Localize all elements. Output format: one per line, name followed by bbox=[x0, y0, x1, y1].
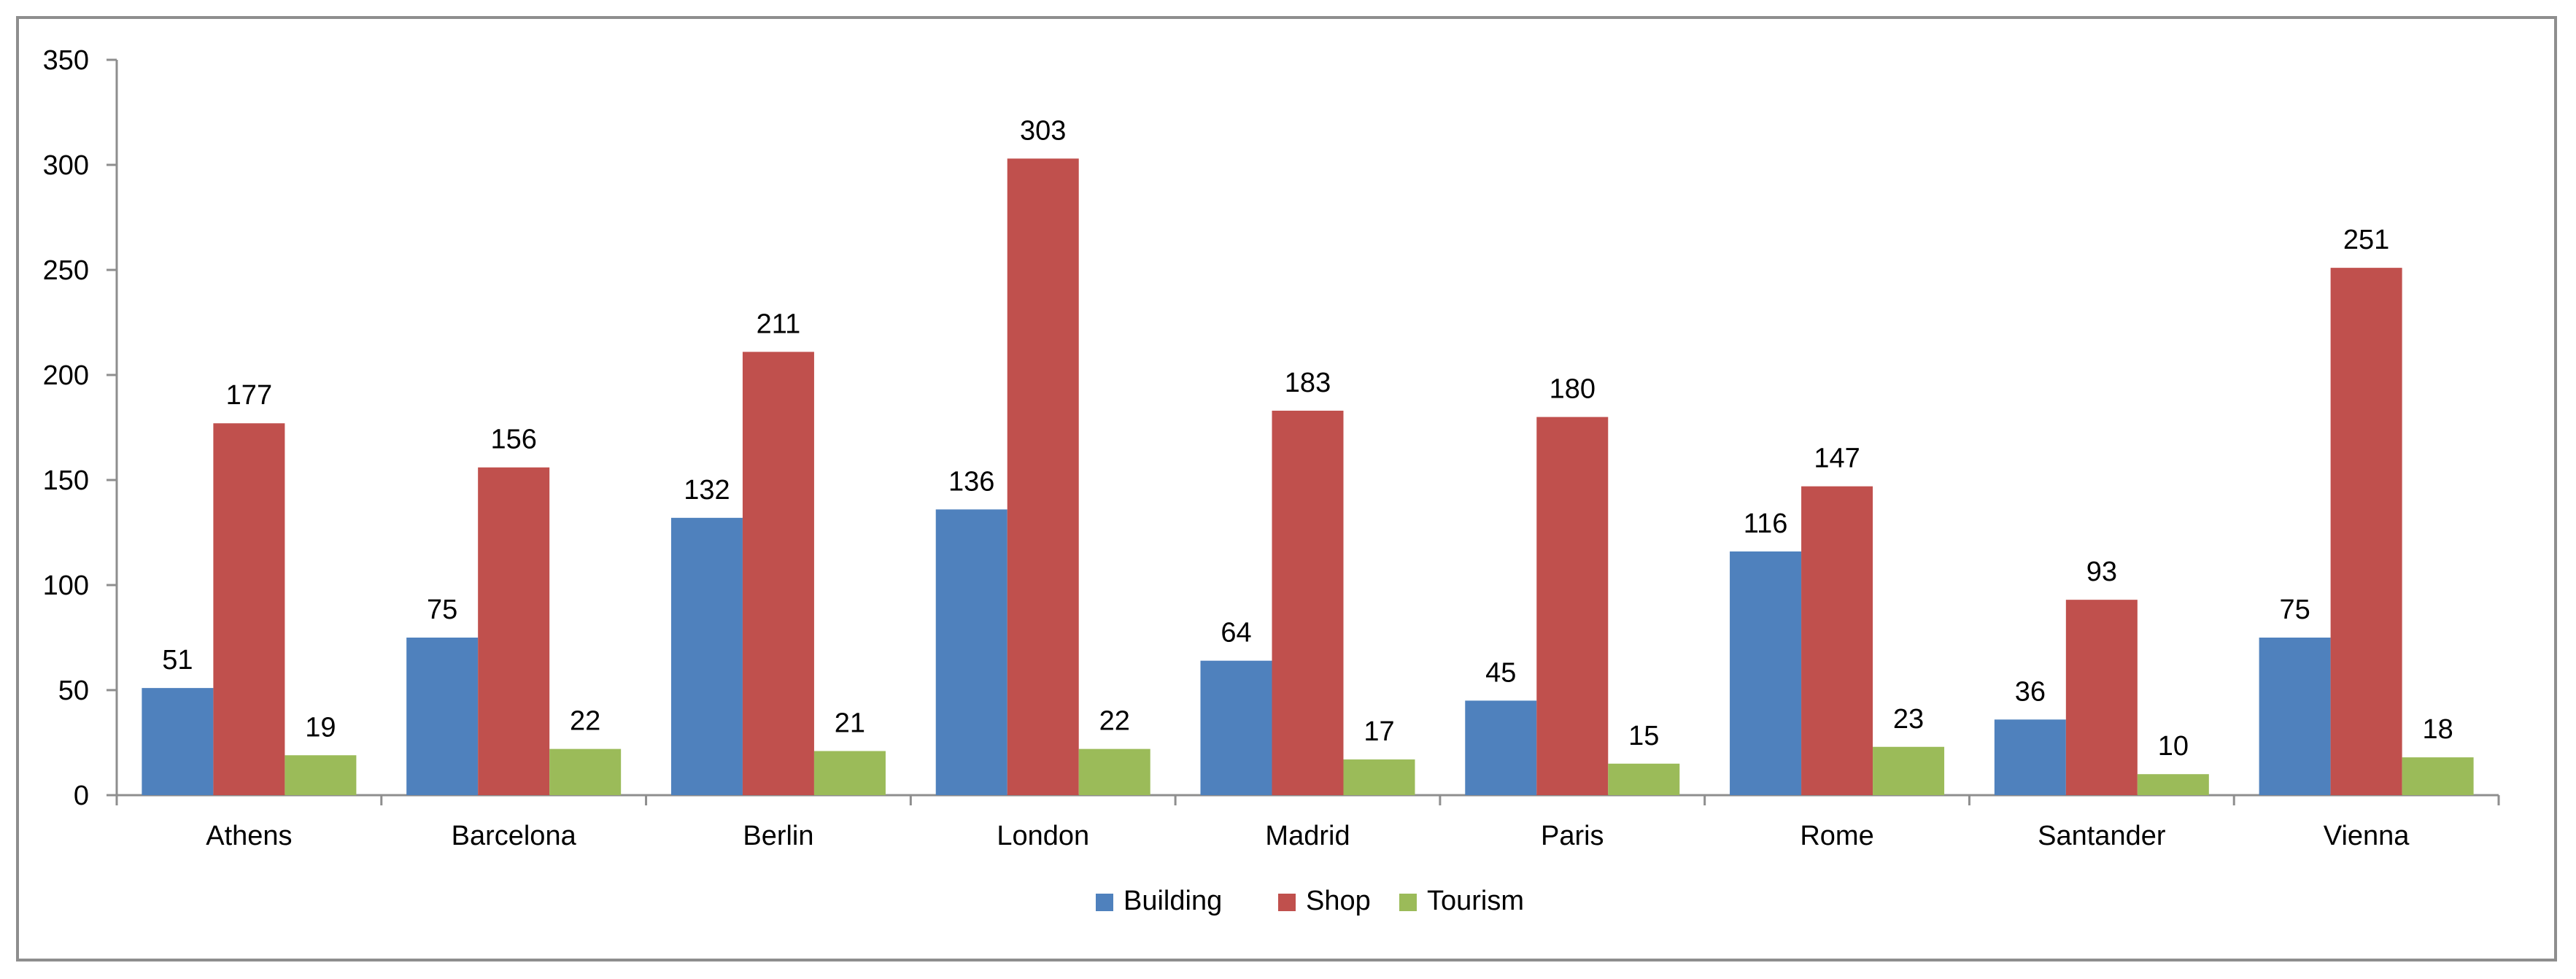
bar-shop-madrid bbox=[1272, 410, 1344, 795]
bar-building-vienna bbox=[2259, 638, 2331, 795]
data-label: 132 bbox=[684, 475, 730, 506]
data-label: 45 bbox=[1485, 657, 1516, 688]
x-axis: Athens Barcelona Berlin London Madrid Paris Ro… bbox=[115, 794, 2500, 851]
legend: Building Shop Tourism bbox=[1096, 886, 1524, 916]
x-tick-label: Santander bbox=[2038, 821, 2166, 851]
legend-label-tourism: Tourism bbox=[1427, 886, 1524, 916]
data-label: 17 bbox=[1364, 716, 1394, 747]
y-tick-label: 0 bbox=[74, 781, 89, 811]
data-label: 64 bbox=[1221, 618, 1251, 649]
data-labels: 51 177 19 75 156 22 132 211 21 136 303 22 64 183 17 45 1… bbox=[162, 115, 2453, 762]
data-label: 93 bbox=[2086, 557, 2117, 587]
bar-building-madrid bbox=[1200, 660, 1272, 795]
bar-tourism-berlin bbox=[813, 751, 886, 795]
bar-tourism-london bbox=[1078, 748, 1150, 795]
bar-shop-paris bbox=[1536, 417, 1609, 795]
x-tick-label: Vienna bbox=[2324, 821, 2410, 851]
bar-shop-berlin bbox=[742, 352, 814, 795]
bar-building-paris bbox=[1465, 700, 1537, 795]
bar-building-barcelona bbox=[406, 638, 479, 795]
legend-swatch-building bbox=[1096, 894, 1113, 911]
data-label: 15 bbox=[1628, 721, 1659, 751]
legend-swatch-tourism bbox=[1399, 894, 1417, 911]
y-tick-label: 100 bbox=[43, 570, 89, 601]
x-tick-label: Barcelona bbox=[452, 821, 577, 851]
bar-tourism-santander bbox=[2137, 774, 2209, 795]
data-label: 211 bbox=[757, 309, 801, 339]
y-tick-label: 350 bbox=[43, 45, 89, 76]
bar-shop-rome bbox=[1801, 486, 1873, 795]
x-tick-label: Paris bbox=[1541, 821, 1604, 851]
y-tick-label: 250 bbox=[43, 255, 89, 286]
data-label: 136 bbox=[948, 466, 994, 497]
bar-shop-athens bbox=[213, 423, 285, 795]
data-label: 51 bbox=[162, 645, 193, 676]
data-label: 19 bbox=[305, 712, 336, 743]
bar-tourism-paris bbox=[1608, 763, 1680, 795]
x-tick-label: Berlin bbox=[743, 821, 813, 851]
legend-swatch-shop bbox=[1278, 894, 1296, 911]
bar-tourism-athens bbox=[285, 755, 357, 795]
legend-label-shop: Shop bbox=[1306, 886, 1371, 916]
data-label: 75 bbox=[427, 595, 457, 625]
data-label: 22 bbox=[570, 706, 600, 737]
bar-building-berlin bbox=[670, 517, 743, 795]
data-label: 183 bbox=[1285, 368, 1331, 398]
bar-tourism-madrid bbox=[1343, 759, 1415, 795]
y-axis: 0 50 100 150 200 250 300 350 bbox=[43, 45, 118, 811]
data-label: 303 bbox=[1020, 115, 1066, 146]
bar-shop-london bbox=[1007, 158, 1079, 796]
bar-tourism-vienna bbox=[2402, 757, 2474, 795]
data-label: 21 bbox=[835, 708, 865, 739]
bars bbox=[142, 158, 2474, 796]
data-label: 251 bbox=[2343, 225, 2389, 255]
data-label: 23 bbox=[1893, 704, 1924, 735]
x-tick-label: London bbox=[997, 821, 1089, 851]
data-label: 36 bbox=[2015, 676, 2046, 707]
data-label: 116 bbox=[1744, 508, 1788, 539]
data-label: 22 bbox=[1099, 706, 1130, 737]
data-label: 177 bbox=[226, 380, 272, 411]
y-tick-label: 150 bbox=[43, 465, 89, 496]
bar-shop-barcelona bbox=[478, 467, 550, 795]
x-tick-label: Rome bbox=[1800, 821, 1873, 851]
data-label: 10 bbox=[2158, 731, 2189, 762]
bar-building-santander bbox=[1994, 719, 2066, 795]
data-label: 147 bbox=[1814, 444, 1860, 474]
legend-label-building: Building bbox=[1123, 886, 1222, 916]
data-label: 75 bbox=[2279, 595, 2310, 625]
bar-building-london bbox=[935, 509, 1007, 795]
bar-building-athens bbox=[142, 688, 214, 795]
data-label: 18 bbox=[2422, 714, 2453, 745]
data-label: 180 bbox=[1550, 374, 1596, 405]
bar-building-rome bbox=[1730, 551, 1802, 795]
bar-tourism-rome bbox=[1873, 746, 1945, 795]
x-tick-label: Madrid bbox=[1265, 821, 1350, 851]
data-label: 156 bbox=[490, 425, 536, 455]
y-tick-label: 300 bbox=[43, 150, 89, 181]
bar-shop-santander bbox=[2065, 600, 2138, 795]
y-tick-label: 200 bbox=[43, 360, 89, 391]
x-tick-label: Athens bbox=[206, 821, 292, 851]
y-tick-label: 50 bbox=[58, 676, 89, 706]
bar-shop-vienna bbox=[2330, 268, 2402, 795]
bar-tourism-barcelona bbox=[549, 748, 622, 795]
